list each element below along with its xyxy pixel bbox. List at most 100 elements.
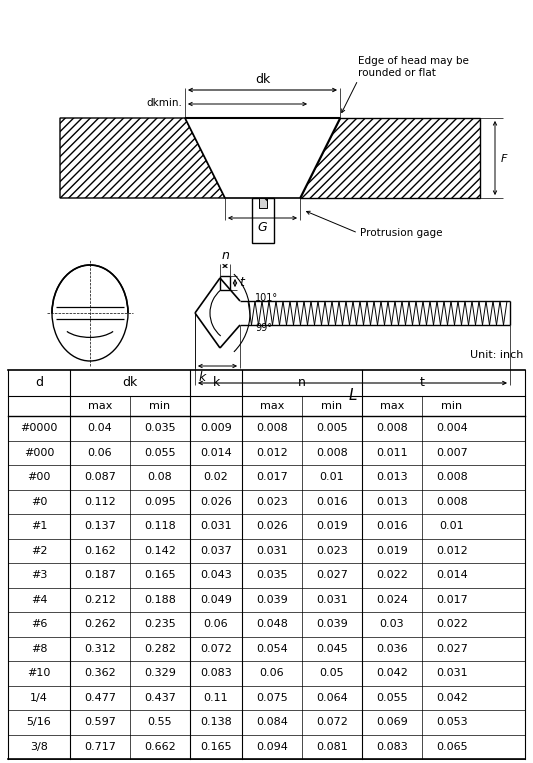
Text: 0.017: 0.017	[436, 594, 468, 605]
Text: 0.095: 0.095	[144, 497, 176, 507]
Text: 0.022: 0.022	[436, 620, 468, 629]
Text: 0.597: 0.597	[84, 717, 116, 727]
Text: 0.662: 0.662	[144, 742, 176, 752]
Text: 0.075: 0.075	[256, 693, 288, 703]
Text: 0.262: 0.262	[84, 620, 116, 629]
Text: #000: #000	[24, 448, 54, 458]
Text: 0.137: 0.137	[84, 521, 116, 531]
Text: 0.053: 0.053	[436, 717, 468, 727]
Polygon shape	[259, 198, 266, 208]
Text: #00: #00	[27, 472, 51, 482]
Text: 5/16: 5/16	[27, 717, 51, 727]
Text: k: k	[212, 376, 220, 389]
Text: t: t	[239, 276, 244, 289]
Polygon shape	[185, 118, 340, 198]
Text: 0.022: 0.022	[376, 570, 408, 580]
Text: 0.188: 0.188	[144, 594, 176, 605]
Text: #1: #1	[31, 521, 47, 531]
Polygon shape	[252, 198, 273, 243]
Text: n: n	[298, 376, 306, 389]
Text: #8: #8	[31, 644, 47, 654]
Text: 0.083: 0.083	[200, 668, 232, 678]
Text: 0.013: 0.013	[376, 497, 408, 507]
Text: 0.012: 0.012	[256, 448, 288, 458]
Text: 0.477: 0.477	[84, 693, 116, 703]
Text: n: n	[221, 249, 229, 262]
Text: 0.329: 0.329	[144, 668, 176, 678]
Text: L: L	[348, 388, 357, 403]
Text: #0000: #0000	[20, 423, 58, 433]
Text: dkmin.: dkmin.	[146, 98, 182, 108]
Text: 0.142: 0.142	[144, 546, 176, 555]
Text: min: min	[149, 401, 171, 411]
Text: 0.011: 0.011	[376, 448, 408, 458]
Text: 0.019: 0.019	[316, 521, 348, 531]
Text: 0.312: 0.312	[84, 644, 116, 654]
Text: 0.235: 0.235	[144, 620, 176, 629]
Text: 0.035: 0.035	[256, 570, 288, 580]
Text: 0.118: 0.118	[144, 521, 176, 531]
Text: 0.008: 0.008	[376, 423, 408, 433]
Text: 0.023: 0.023	[256, 497, 288, 507]
Text: dk: dk	[123, 376, 138, 389]
Text: 0.094: 0.094	[256, 742, 288, 752]
Text: 0.717: 0.717	[84, 742, 116, 752]
Text: 3/8: 3/8	[30, 742, 48, 752]
Text: k: k	[199, 371, 206, 384]
Text: 0.008: 0.008	[316, 448, 348, 458]
Text: 0.031: 0.031	[200, 521, 232, 531]
Text: 0.031: 0.031	[256, 546, 288, 555]
Text: 0.282: 0.282	[144, 644, 176, 654]
Text: #4: #4	[31, 594, 47, 605]
Text: 0.027: 0.027	[316, 570, 348, 580]
Text: 0.016: 0.016	[316, 497, 348, 507]
Text: 0.048: 0.048	[256, 620, 288, 629]
Text: 0.06: 0.06	[204, 620, 228, 629]
Text: 0.362: 0.362	[84, 668, 116, 678]
Text: 0.112: 0.112	[84, 497, 116, 507]
Text: 0.007: 0.007	[436, 448, 468, 458]
Text: $F$: $F$	[500, 152, 508, 164]
Text: 0.08: 0.08	[148, 472, 172, 482]
Text: 0.04: 0.04	[87, 423, 112, 433]
Text: 0.083: 0.083	[376, 742, 408, 752]
Text: 101°: 101°	[255, 293, 278, 303]
Text: 0.187: 0.187	[84, 570, 116, 580]
Text: G: G	[257, 221, 268, 234]
Polygon shape	[60, 118, 225, 198]
Text: 0.11: 0.11	[204, 693, 228, 703]
Text: 0.005: 0.005	[316, 423, 348, 433]
Text: Edge of head may be
rounded or flat: Edge of head may be rounded or flat	[358, 56, 469, 78]
Text: 0.008: 0.008	[436, 497, 468, 507]
Text: 0.026: 0.026	[256, 521, 288, 531]
Text: 0.072: 0.072	[200, 644, 232, 654]
Text: 0.069: 0.069	[376, 717, 408, 727]
Text: 0.049: 0.049	[200, 594, 232, 605]
Text: 0.026: 0.026	[200, 497, 232, 507]
Text: 0.031: 0.031	[316, 594, 348, 605]
Text: 1/4: 1/4	[30, 693, 48, 703]
Text: 0.081: 0.081	[316, 742, 348, 752]
Text: 0.212: 0.212	[84, 594, 116, 605]
Text: 0.024: 0.024	[376, 594, 408, 605]
Text: 0.072: 0.072	[316, 717, 348, 727]
Text: 0.014: 0.014	[200, 448, 232, 458]
Text: 0.064: 0.064	[316, 693, 348, 703]
Text: min: min	[321, 401, 343, 411]
Text: 0.019: 0.019	[376, 546, 408, 555]
Text: 0.016: 0.016	[376, 521, 408, 531]
Text: 0.036: 0.036	[376, 644, 408, 654]
Text: 0.03: 0.03	[379, 620, 405, 629]
Text: Protrusion gage: Protrusion gage	[360, 228, 442, 238]
Text: #2: #2	[31, 546, 47, 555]
Text: 0.027: 0.027	[436, 644, 468, 654]
Text: #3: #3	[31, 570, 47, 580]
Text: 0.084: 0.084	[256, 717, 288, 727]
Text: 0.045: 0.045	[316, 644, 348, 654]
Text: 0.437: 0.437	[144, 693, 176, 703]
Text: 0.017: 0.017	[256, 472, 288, 482]
Text: 0.035: 0.035	[144, 423, 176, 433]
Text: 0.02: 0.02	[204, 472, 228, 482]
Text: 0.039: 0.039	[316, 620, 348, 629]
Text: #0: #0	[31, 497, 47, 507]
